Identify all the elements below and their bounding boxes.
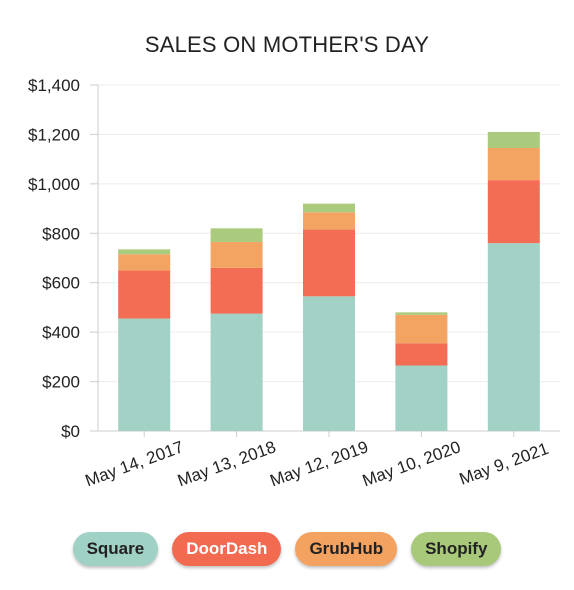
bar-grubhub: [118, 254, 171, 271]
bar-doordash: [395, 343, 448, 366]
y-tick-label: $0: [61, 422, 80, 441]
bar-grubhub: [395, 314, 448, 344]
bar-grubhub: [303, 212, 355, 230]
x-tick-label: May 9, 2021: [457, 439, 551, 489]
bar-shopify: [210, 228, 263, 242]
bar-doordash: [487, 180, 540, 244]
bar-square: [118, 318, 171, 431]
chart-title: SALES ON MOTHER'S DAY: [144, 32, 430, 57]
y-tick-label: $1,000: [28, 175, 80, 194]
bar-grubhub: [487, 148, 540, 181]
y-tick-label: $1,200: [28, 125, 80, 144]
bar-square: [487, 243, 540, 431]
y-tick-label: $600: [42, 274, 80, 293]
legend-item-doordash[interactable]: DoorDash: [172, 532, 282, 566]
bar-square: [395, 365, 448, 431]
x-tick-label: May 12, 2019: [267, 437, 370, 490]
bar-square: [303, 296, 355, 431]
legend-label: DoorDash: [186, 539, 268, 558]
y-tick-label: $1,400: [28, 76, 80, 95]
y-tick-label: $400: [42, 323, 80, 342]
chart-plot: $0 $200 $400 $600 $800 $1,000 $1,200 $1,400 May …: [28, 76, 560, 490]
legend-item-square[interactable]: Square: [72, 532, 159, 566]
legend-label: Square: [86, 539, 145, 558]
y-tick-label: $800: [42, 224, 80, 243]
bar-square: [210, 313, 263, 431]
bar-shopify: [303, 203, 355, 213]
bar-grubhub: [210, 241, 263, 268]
chart-legend: Square DoorDash GrubHub Shopify: [0, 532, 574, 566]
bar-shopify: [118, 249, 171, 255]
bar-doordash: [118, 270, 171, 319]
y-tick-label: $200: [42, 373, 80, 392]
bar-doordash: [210, 267, 263, 314]
legend-label: Shopify: [425, 539, 488, 558]
bar-doordash: [303, 229, 355, 297]
x-tick-label: May 14, 2017: [83, 437, 186, 490]
x-tick-label: May 10, 2020: [360, 437, 463, 490]
bar-shopify: [395, 312, 448, 315]
legend-label: GrubHub: [309, 539, 384, 558]
bar-shopify: [487, 131, 540, 149]
legend-item-shopify[interactable]: Shopify: [411, 532, 502, 566]
legend-item-grubhub[interactable]: GrubHub: [295, 532, 398, 566]
x-tick-label: May 13, 2018: [175, 437, 278, 490]
